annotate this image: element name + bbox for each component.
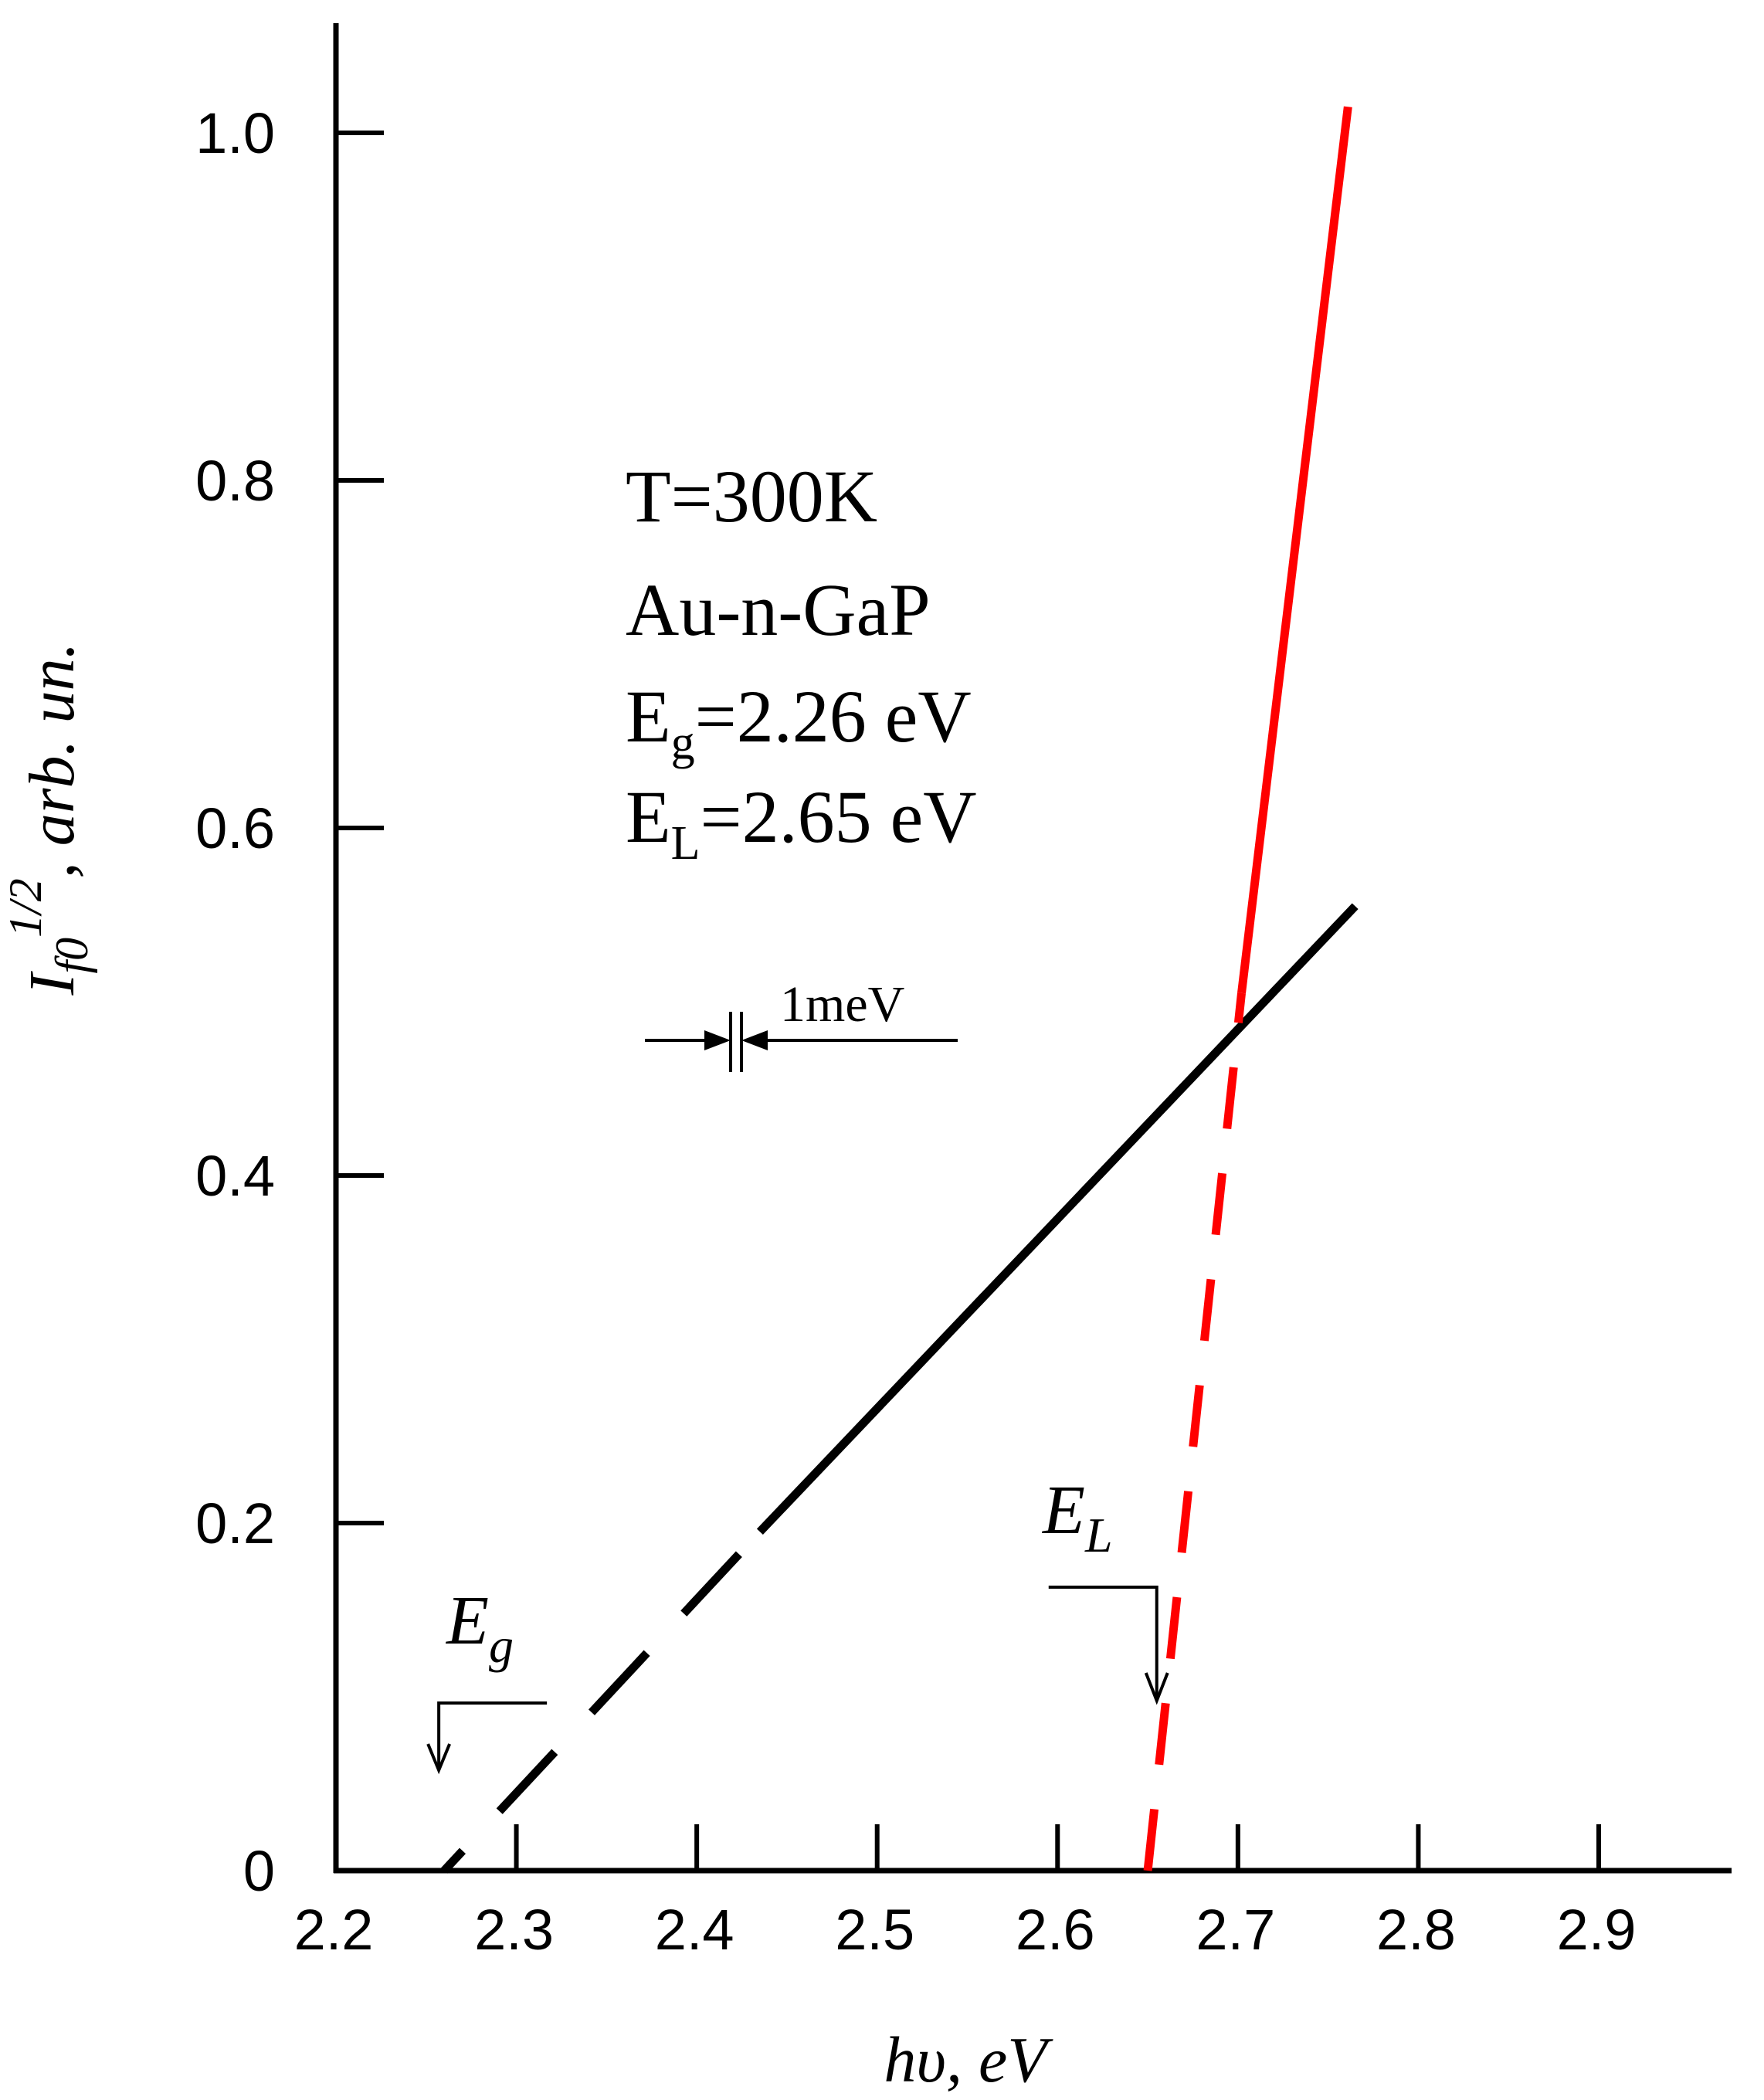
series: [441, 106, 1359, 1874]
eg-arrowhead: [426, 1743, 451, 1775]
x-tick-label: 2.4: [655, 1898, 734, 1962]
y-ticks: 0 0.2 0.4 0.6 0.8 1.0: [195, 101, 384, 1903]
el-arrow: [1048, 1586, 1158, 1698]
eg-arrow: [437, 1701, 548, 1767]
y-tick-label: 0.8: [195, 449, 275, 513]
y-title-rest: , arb. un.: [16, 642, 88, 878]
el-marker-sub: L: [1084, 1508, 1113, 1562]
info-el: EL=2.65 eV: [626, 775, 977, 870]
y-title-sup: 1/2: [0, 878, 51, 938]
info-bandgap-sub: g: [671, 717, 695, 769]
y-title-base: I: [16, 971, 88, 996]
y-axis-title: If01/2, arb. un.: [0, 642, 97, 996]
el-marker-base: E: [1041, 1472, 1085, 1549]
info-el-base: E: [626, 775, 671, 858]
x-tick-label: 2.6: [1016, 1898, 1095, 1962]
y-tick-label: 0.2: [195, 1491, 275, 1555]
info-block: T=300K Au-n-GaP Eg=2.26 eV EL=2.65 eV: [626, 455, 977, 870]
y-title-sub: f0: [46, 938, 97, 974]
eg-line-dashed: [441, 1528, 763, 1874]
y-tick-label: 0.6: [195, 796, 275, 860]
resolution-left-arrowhead: [704, 1030, 731, 1050]
info-bandgap: Eg=2.26 eV: [626, 675, 972, 769]
resolution-marker: 1meV: [645, 976, 958, 1072]
eg-marker-sub: g: [489, 1618, 514, 1673]
eg-line-solid: [756, 903, 1359, 1535]
eg-marker-base: E: [445, 1583, 489, 1659]
info-bandgap-rest: =2.26 eV: [695, 675, 972, 758]
x-ticks: 2.2 2.3 2.4 2.5 2.6 2.7 2.8 2.9: [294, 1824, 1637, 1962]
x-axis-title: hυ, eV: [884, 2024, 1053, 2096]
x-tick-label: 2.8: [1376, 1898, 1456, 1962]
eg-marker: Eg: [426, 1583, 548, 1775]
el-line-solid: [1237, 106, 1352, 994]
el-marker-label: EL: [1041, 1472, 1113, 1562]
eg-marker-label: Eg: [445, 1583, 514, 1673]
y-tick-label: 0.4: [195, 1144, 275, 1208]
x-tick-label: 2.7: [1196, 1898, 1275, 1962]
el-marker: EL: [1041, 1472, 1169, 1705]
info-temperature: T=300K: [626, 455, 877, 538]
x-tick-label: 2.9: [1557, 1898, 1637, 1962]
y-tick-label: 1.0: [195, 101, 275, 165]
info-structure: Au-n-GaP: [626, 568, 931, 651]
x-tick-label: 2.2: [294, 1898, 374, 1962]
y-tick-label: 0: [243, 1839, 275, 1903]
info-el-rest: =2.65 eV: [701, 775, 977, 858]
x-tick-label: 2.5: [835, 1898, 914, 1962]
info-bandgap-base: E: [626, 675, 671, 758]
info-el-sub: L: [671, 817, 701, 870]
resolution-label: 1meV: [780, 976, 904, 1033]
el-line-dashed: [1143, 992, 1246, 1871]
el-arrowhead: [1144, 1672, 1169, 1705]
axes: [333, 23, 1732, 1874]
x-tick-label: 2.3: [474, 1898, 554, 1962]
